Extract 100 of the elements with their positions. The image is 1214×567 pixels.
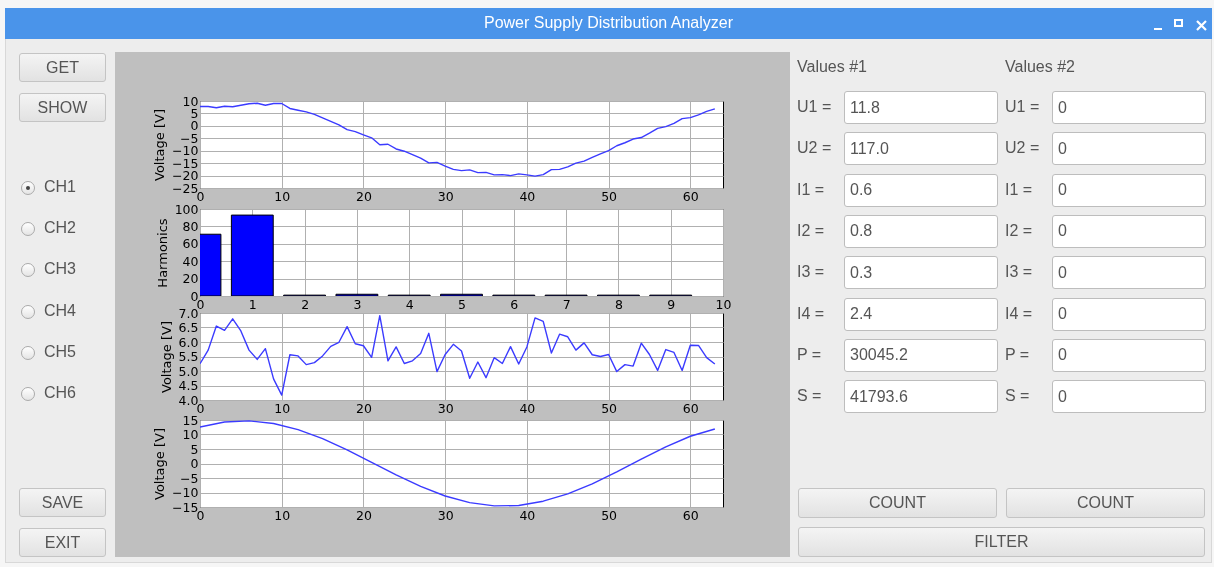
button: COUNT xyxy=(1006,488,1205,518)
text-field: 0 xyxy=(1052,297,1206,331)
text: I1 = xyxy=(797,180,825,199)
y-tick-label: 4.5 xyxy=(178,378,199,393)
text: I4 = xyxy=(797,304,825,323)
x-tick-label: 40 xyxy=(519,507,536,523)
button: SAVE xyxy=(19,488,106,517)
y-tick-label: 10 xyxy=(182,427,199,442)
y-axis-title: Voltage [V] xyxy=(158,321,174,393)
text-field: 0 xyxy=(1052,132,1206,166)
y-axis-title: Voltage [V] xyxy=(152,109,168,181)
button: COUNT xyxy=(798,488,997,518)
text-field: 0.3 xyxy=(844,256,998,290)
x-tick-label: 7 xyxy=(562,296,571,312)
x-tick-label: 20 xyxy=(355,188,372,204)
x-tick-label: 60 xyxy=(682,188,699,204)
text: S = xyxy=(1005,387,1030,406)
y-tick-label: 5.0 xyxy=(178,363,199,379)
y-axis-title: Voltage [V] xyxy=(152,428,168,500)
x-tick-label: 30 xyxy=(437,188,454,204)
text: P = xyxy=(797,345,822,364)
x-tick-label: 30 xyxy=(437,507,454,523)
line-series xyxy=(200,314,716,396)
y-tick-label: 0 xyxy=(190,456,199,471)
text: I4 = xyxy=(1005,304,1033,323)
text: I1 = xyxy=(1005,180,1033,199)
y-tick-label: −5 xyxy=(180,470,199,486)
y-tick-label: 6.5 xyxy=(178,320,199,335)
text: U2 = xyxy=(797,139,832,158)
x-tick-label: 20 xyxy=(355,507,372,523)
x-tick-label: 40 xyxy=(519,400,536,416)
text-field: 117.0 xyxy=(844,132,998,166)
x-tick-label: 8 xyxy=(614,296,623,312)
text-field: 0 xyxy=(1052,214,1206,248)
button: SHOW xyxy=(19,93,106,122)
text: Values #2 xyxy=(1005,58,1075,76)
y-tick-label: −20 xyxy=(172,168,199,184)
y-tick-label: −10 xyxy=(172,485,199,500)
text: I3 = xyxy=(1005,263,1033,282)
text: CH4 xyxy=(44,301,77,320)
button: GET xyxy=(19,53,106,82)
x-tick-label: 50 xyxy=(601,188,618,204)
x-tick-label: 50 xyxy=(601,400,618,416)
line-series xyxy=(200,102,716,177)
x-tick-label: 2 xyxy=(301,296,310,312)
text-field: 2.4 xyxy=(844,297,998,331)
text: I2 = xyxy=(797,221,825,240)
text: P = xyxy=(1005,345,1030,364)
y-tick-label: 5.5 xyxy=(178,349,199,364)
x-tick-label: 10 xyxy=(274,188,291,204)
text: Values #1 xyxy=(797,58,867,76)
text-field: 0 xyxy=(1052,173,1206,207)
text: I2 = xyxy=(1005,221,1033,240)
text: U2 = xyxy=(1005,139,1040,158)
x-tick-label: 10 xyxy=(715,296,732,312)
text-field: 41793.6 xyxy=(844,380,998,414)
x-tick-label: 4 xyxy=(405,296,414,312)
text-field: 0 xyxy=(1052,256,1206,290)
text: CH3 xyxy=(44,260,77,279)
y-tick-label: 40 xyxy=(182,253,199,269)
x-tick-label: 10 xyxy=(274,507,291,523)
button: EXIT xyxy=(19,528,106,557)
text: CH6 xyxy=(44,384,77,402)
y-tick-label: 6.0 xyxy=(178,334,199,350)
text: I3 = xyxy=(797,263,825,282)
x-tick-label: 60 xyxy=(682,507,699,523)
y-tick-label: 100 xyxy=(174,201,199,217)
x-tick-label: 6 xyxy=(510,296,519,312)
x-tick-label: 10 xyxy=(274,400,291,416)
text-field: 0.8 xyxy=(844,214,998,248)
text-field: 0.6 xyxy=(844,173,998,207)
text-field: 11.8 xyxy=(844,91,998,124)
y-tick-label: 80 xyxy=(182,218,199,234)
y-tick-label: 60 xyxy=(182,236,199,252)
x-tick-label: 3 xyxy=(353,296,362,312)
text-field: 0 xyxy=(1052,380,1206,414)
button: FILTER xyxy=(798,527,1205,557)
text: CH2 xyxy=(44,219,77,238)
x-tick-label: 40 xyxy=(519,188,536,204)
x-tick-label: 20 xyxy=(355,400,372,416)
text: CH1 xyxy=(44,178,77,196)
text-field: 0 xyxy=(1052,91,1206,124)
line-series xyxy=(200,420,716,507)
y-tick-label: 20 xyxy=(182,271,199,287)
text: Power Supply Distribution Analyzer xyxy=(483,14,734,32)
y-tick-label: 5 xyxy=(190,441,199,457)
text-field: 30045.2 xyxy=(844,338,998,372)
text-field: 0 xyxy=(1052,338,1206,372)
text: U1 = xyxy=(1005,98,1040,116)
x-tick-label: 1 xyxy=(248,296,257,312)
text: CH5 xyxy=(44,342,77,361)
x-tick-label: 50 xyxy=(601,507,618,523)
x-tick-label: 5 xyxy=(458,296,466,312)
y-axis-title: Harmonics xyxy=(154,218,170,288)
x-tick-label: 9 xyxy=(667,296,676,312)
y-tick-label: 15 xyxy=(182,412,199,428)
text: U1 = xyxy=(797,98,832,116)
x-tick-label: 60 xyxy=(682,400,699,416)
text: S = xyxy=(797,387,822,406)
x-tick-label: 30 xyxy=(437,400,454,416)
